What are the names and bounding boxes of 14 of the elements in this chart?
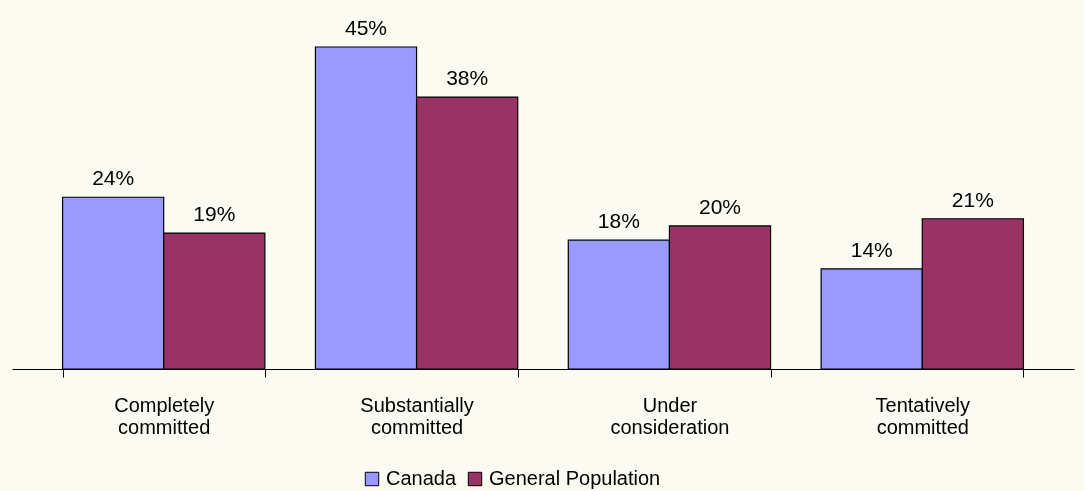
x-tick-label: Substantially committed (360, 393, 474, 438)
legend-label: Canada (386, 467, 457, 489)
data-label: 38% (446, 66, 489, 90)
legend-label: General Population (489, 467, 661, 489)
x-tick-label: Completely committed (114, 393, 215, 438)
data-label: 20% (698, 194, 742, 218)
data-label: 14% (850, 237, 893, 261)
data-label: 45% (344, 16, 388, 39)
data-label: 21% (951, 187, 994, 211)
x-tick-label: Tentatively committed (875, 393, 971, 438)
data-label: 24% (92, 166, 135, 190)
data-label: 19% (193, 202, 236, 226)
data-label: 18% (597, 209, 640, 233)
x-tick-label: Under consideration (610, 393, 730, 438)
